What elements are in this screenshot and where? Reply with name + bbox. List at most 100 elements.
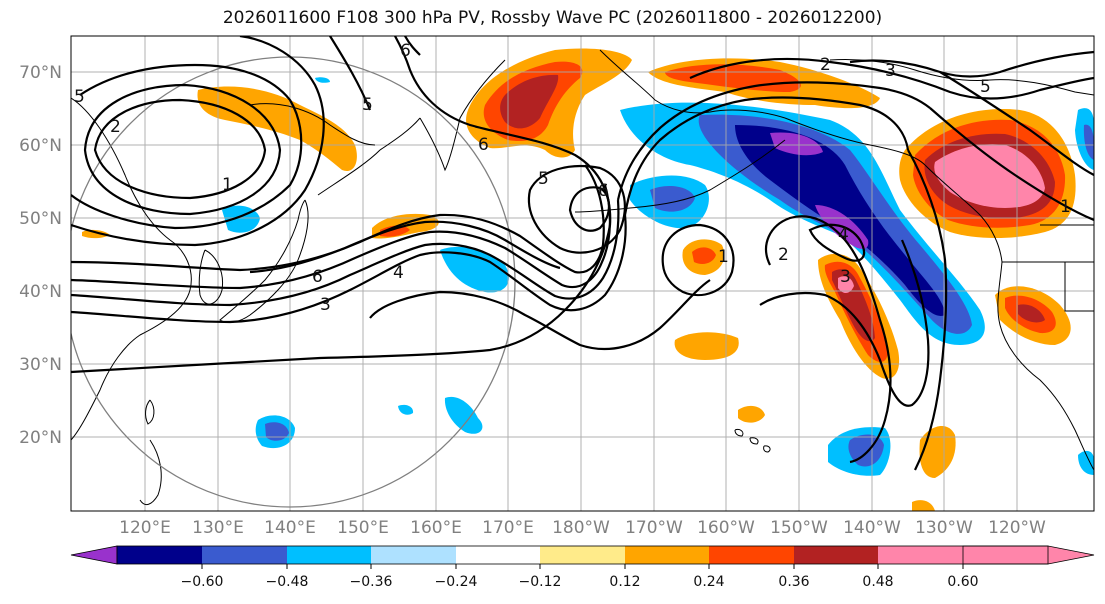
colorbar-frame (116, 545, 1049, 565)
pv-contour-ridge-3 (759, 239, 930, 407)
neg-field-east-edge-south (1078, 450, 1094, 475)
contour-label: 6 (400, 41, 411, 61)
colorbar-tick-label: 0.12 (609, 574, 640, 590)
contour-label: 3 (885, 61, 896, 81)
longitude-labels: 120°E 130°E 140°E 150°E 160°E 170°E 180°… (119, 518, 1046, 538)
pv-contour-west-mid (83, 83, 282, 216)
colorbar-tick-label: 0.48 (862, 574, 893, 590)
pos-field-far-west (82, 229, 110, 239)
pos-field-kamchatka-core (380, 225, 410, 237)
colorbar-tick-label: −0.12 (519, 574, 562, 590)
colorbar-segment (117, 546, 202, 564)
neg-field-gulf-alaska-outer (620, 102, 985, 345)
lon-label-130w: 130°W (915, 518, 973, 538)
contour-label: 2 (778, 245, 789, 265)
contour-label: 4 (393, 263, 404, 283)
pv-contour-east-2 (929, 107, 1094, 222)
lat-label-50n: 50°N (19, 209, 62, 229)
neg-field-central-pacific-core (650, 186, 695, 212)
contour-label: 6 (312, 267, 323, 287)
pv-contour-east-3 (939, 71, 1094, 176)
contour-label: 5 (74, 87, 85, 107)
lon-label-120e: 120°E (119, 518, 171, 538)
pv-contour-arctic-2 (689, 57, 1094, 100)
pos-field-bering-core (500, 74, 559, 129)
contour-label: 1 (718, 247, 729, 267)
lat-label-70n: 70°N (19, 63, 62, 83)
pv-contour-jet-5 (71, 164, 605, 274)
colorbar-extend-right (962, 545, 1095, 565)
neg-field-tropics-central (444, 396, 483, 434)
colorbar-tick-label: −0.60 (181, 574, 224, 590)
lon-label-150e: 150°E (337, 518, 389, 538)
colorbar-tick-label: 0.24 (693, 574, 724, 590)
coast-hawaii (734, 429, 771, 453)
contour-label: 5 (362, 95, 373, 115)
lon-label-150w: 150°W (770, 518, 828, 538)
coast-philippines (139, 439, 162, 506)
pv-contour-gyre-5 (527, 164, 626, 254)
coast-us-west (997, 261, 1094, 471)
pv-contour-south-loop (369, 279, 711, 351)
pv-contour-west-outer-2 (71, 36, 325, 247)
contour-label: 5 (980, 77, 991, 97)
colorbar-tick-label: −0.36 (350, 574, 393, 590)
latitude-labels: 70°N 60°N 50°N 40°N 30°N 20°N (19, 63, 62, 448)
coast-taiwan (145, 399, 155, 425)
pos-field-northeast-pacific-max (838, 276, 854, 294)
pv-contour-ridge-2 (765, 215, 892, 464)
contour-label: 3 (840, 267, 851, 287)
coast-east-asia (71, 97, 192, 441)
pv-contour-gyre-1 (661, 223, 735, 297)
neg-field-small-1 (398, 404, 414, 415)
coast-japan (219, 199, 309, 323)
colorbar-segment (456, 546, 540, 564)
coast-okhotsk (249, 103, 376, 146)
colorbar-segment (794, 546, 878, 564)
gridlines (71, 36, 1094, 511)
lon-label-170w: 170°W (625, 518, 683, 538)
pv-contour-jet-6 (249, 220, 561, 274)
colorbar-tick-label: −0.24 (435, 574, 478, 590)
map-title: 2026011600 F108 300 hPa PV, Rossby Wave … (222, 8, 883, 28)
map-panel: 1 2 3 4 5 6 6 6 5 5 5 2 2 3 3 4 1 1 6 (71, 36, 1094, 511)
colorbar-segment (371, 546, 456, 564)
pos-field-hawaii-north (738, 405, 765, 423)
colorbar-segment (202, 546, 287, 564)
lon-label-170e: 170°E (482, 518, 534, 538)
pv-contour-trough-3 (616, 81, 931, 201)
pv-contour-trough-1 (394, 36, 612, 226)
pv-contour-north-5 (329, 36, 372, 111)
colorbar-segment (878, 546, 963, 564)
neg-field-tropics-west-core (265, 422, 289, 441)
neg-field-alaska-north (315, 77, 330, 83)
neg-field-gulf-alaska-max (770, 132, 869, 249)
pv-contour-trough-2 (623, 96, 910, 216)
coast-kuril-chain (317, 117, 421, 196)
colorbar-segment (625, 546, 709, 564)
lon-label-140w: 140°W (843, 518, 901, 538)
pv-contour-jet-3a (71, 214, 627, 324)
pv-contour-jet-4 (71, 184, 612, 290)
colorbar-segment (287, 546, 371, 564)
pv-contours (71, 36, 1094, 471)
pv-contour-subtropical-1 (71, 224, 612, 374)
contour-label: 5 (538, 169, 549, 189)
pos-field-central-north-core (692, 247, 716, 264)
colorbar-segment (540, 546, 625, 564)
lat-label-60n: 60°N (19, 136, 62, 156)
colorbar-tick-label: 0.36 (778, 574, 809, 590)
coast-alaska-west (599, 49, 786, 119)
pos-field-central-south (674, 332, 739, 360)
contour-label: 2 (820, 55, 831, 75)
pv-contour-ridge-4 (808, 223, 866, 262)
lon-label-160w: 160°W (697, 518, 755, 538)
colorbar: −0.60 −0.48 −0.36 −0.24 −0.12 0.12 0.24 … (70, 545, 1095, 590)
colorbar-tick-label: −0.48 (266, 574, 309, 590)
lat-label-20n: 20°N (19, 428, 62, 448)
lon-label-160e: 160°E (410, 518, 462, 538)
pv-contour-jet-3b (71, 199, 620, 307)
lat-label-40n: 40°N (19, 282, 62, 302)
colorbar-segment (709, 546, 794, 564)
